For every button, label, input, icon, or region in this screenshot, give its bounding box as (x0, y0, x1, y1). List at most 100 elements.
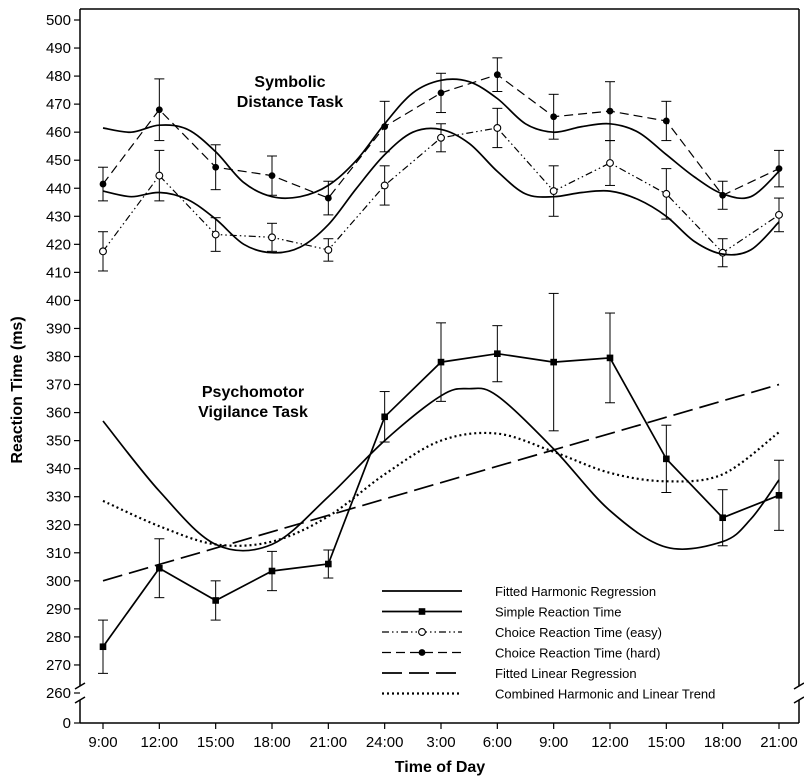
series-line (102, 78, 780, 200)
axis-break-mark-right (793, 696, 804, 704)
data-point (156, 564, 163, 572)
data-point (437, 358, 445, 366)
data-point (325, 560, 332, 568)
legend-item-choice-reaction-time-easy: Choice Reaction Time (easy) (382, 625, 662, 640)
data-point (719, 514, 726, 522)
data-point (99, 247, 107, 256)
data-point (268, 567, 276, 575)
y-tick-label: 300 (46, 573, 71, 590)
data-point (381, 413, 388, 421)
data-point (212, 597, 219, 604)
series-combined-harmonic-and-linear-trend-7 (102, 431, 780, 547)
data-point (211, 230, 220, 239)
y-tick-label: 290 (46, 601, 71, 618)
series-simple-reaction-time-0 (98, 292, 784, 674)
y-tick-label: 260 (46, 685, 71, 702)
legend-label: Fitted Linear Regression (495, 666, 637, 681)
legend-item-choice-reaction-time-hard: Choice Reaction Time (hard) (382, 646, 660, 661)
y-tick-label: 310 (46, 545, 71, 562)
y-tick-label: 370 (46, 377, 71, 394)
data-point (606, 159, 614, 167)
annotation-text: Distance Task (237, 94, 344, 111)
data-point (268, 172, 276, 180)
x-tick-label: 15:00 (197, 734, 235, 751)
y-tick-label: 400 (46, 292, 71, 309)
legend-label: Combined Harmonic and Linear Trend (495, 687, 715, 702)
legend-item-combined-harmonic-and-linear-trend: Combined Harmonic and Linear Trend (382, 687, 715, 702)
data-point (99, 643, 107, 651)
data-point (99, 180, 107, 188)
y-tick-label: 390 (46, 320, 71, 337)
series-fitted-curve-4 (102, 78, 780, 200)
axis-break-mark-left (74, 682, 86, 690)
y-axis: 0 260 270 280 290 300 310 320 330 340 350 360 370 380… (46, 12, 80, 732)
data-point (493, 71, 501, 79)
legend: Fitted Harmonic Regression Simple Reactio… (382, 584, 715, 702)
data-point (606, 354, 614, 362)
annotation-text: Psychomotor (202, 384, 304, 401)
x-tick-label: 3:00 (426, 734, 455, 751)
y-tick-label: 330 (46, 489, 71, 506)
data-point (775, 165, 783, 173)
legend-marker (418, 628, 426, 636)
data-point (550, 113, 558, 121)
y-tick-label: 320 (46, 517, 71, 534)
data-point (155, 106, 163, 114)
axis-break-mark-right (793, 682, 804, 690)
x-tick-label: 24:00 (366, 734, 404, 751)
data-point (663, 455, 670, 463)
data-point (493, 124, 502, 132)
y-tick-label: 450 (46, 152, 71, 169)
x-tick-label: 9:00 (539, 734, 568, 751)
data-point (550, 358, 557, 366)
annotations: Symbolic Distance Task Psychomotor Vigilanc… (198, 74, 343, 421)
legend-label: Fitted Harmonic Regression (495, 584, 656, 599)
x-tick-label: 21:00 (760, 734, 798, 751)
data-point (662, 117, 670, 125)
y-tick-label: 340 (46, 461, 71, 478)
y-tick-label: 460 (46, 124, 71, 141)
data-point (662, 189, 671, 198)
series-line (102, 431, 780, 547)
legend-item-fitted-harmonic-regression: Fitted Harmonic Regression (382, 584, 656, 599)
y-tick-label: 360 (46, 405, 71, 422)
y-tick-label: 270 (46, 657, 71, 674)
series-line (102, 387, 780, 552)
series-choice-reaction-time-easy-1 (98, 107, 784, 272)
annotation-text: Symbolic (254, 74, 325, 91)
data-point (212, 163, 220, 171)
data-point (324, 194, 332, 202)
x-tick-label: 18:00 (253, 734, 291, 751)
series-line (102, 383, 780, 582)
data-point (775, 492, 783, 499)
y-tick-label: 500 (46, 12, 71, 29)
y-tick-label: 470 (46, 96, 71, 113)
x-axis: 9:00 12:00 15:00 18:00 21:00 24:00 3:00 6:00 9:0… (88, 723, 798, 751)
data-point (437, 133, 445, 142)
data-point (380, 181, 389, 190)
y-tick-label: 480 (46, 68, 71, 85)
y-tick-label: 420 (46, 236, 71, 253)
series-layer (98, 57, 784, 674)
legend-label: Choice Reaction Time (hard) (495, 646, 660, 661)
data-point (494, 350, 501, 357)
data-point (324, 245, 333, 254)
y-tick-label: 280 (46, 629, 71, 646)
x-tick-label: 15:00 (648, 734, 686, 751)
series-fitted-linear-regression-6 (102, 383, 780, 582)
x-tick-label: 12:00 (591, 734, 629, 751)
data-point (549, 187, 558, 196)
plot-frame (74, 8, 804, 724)
x-tick-label: 18:00 (704, 734, 742, 751)
x-tick-label: 12:00 (141, 734, 179, 751)
data-point (268, 233, 276, 242)
x-tick-label: 21:00 (310, 734, 348, 751)
y-tick-label: 490 (46, 40, 71, 57)
y-tick-label: 380 (46, 349, 71, 366)
data-point (775, 210, 783, 219)
data-point (606, 107, 614, 115)
legend-marker (418, 649, 426, 656)
y-tick-label: 430 (46, 208, 71, 225)
data-point (155, 171, 164, 180)
